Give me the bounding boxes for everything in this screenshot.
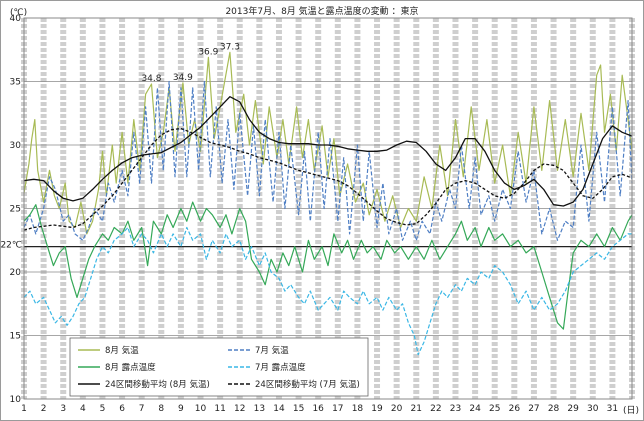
gridlines <box>24 81 632 336</box>
x-tick-label: 24 <box>469 404 481 414</box>
x-tick-label: 21 <box>411 404 422 414</box>
x-tick-label: 15 <box>293 404 304 414</box>
x-tick-label: 26 <box>509 404 521 414</box>
peak-label: 37.3 <box>220 42 240 52</box>
peak-label: 36.9 <box>198 47 218 57</box>
x-tick-label: 11 <box>214 404 225 414</box>
x-tick-label: 17 <box>332 404 343 414</box>
y-axis-unit: (℃) <box>10 8 27 18</box>
plot-border <box>23 17 633 400</box>
x-tick-label: 20 <box>391 404 403 414</box>
legend-label: 7月 気温 <box>255 345 289 356</box>
y-tick-label: 10 <box>10 395 22 405</box>
x-tick-label: 14 <box>273 404 285 414</box>
x-tick-label: 22 <box>430 404 441 414</box>
reference-line-label: 22℃ <box>0 241 22 251</box>
x-tick-label: 2 <box>41 404 47 414</box>
x-axis-unit: (日) <box>623 405 639 416</box>
x-tick-label: 30 <box>587 404 599 414</box>
series-line-5 <box>23 96 633 207</box>
peak-label: 34.8 <box>141 74 161 84</box>
legend-label: 24区間移動平均 (7月 気温) <box>255 379 360 390</box>
x-tick-label: 27 <box>528 404 539 414</box>
series-lines <box>23 51 633 356</box>
series-line-4 <box>23 226 632 356</box>
legend-label: 8月 気温 <box>105 345 139 356</box>
y-tick-label: 20 <box>10 268 22 278</box>
y-tick-label: 40 <box>10 14 22 24</box>
series-line-2 <box>23 80 633 241</box>
legend: 8月 気温 7月 気温 8月 露点温度 7月 露点温度 24区間移動平均 (8月 気温)… <box>69 337 369 397</box>
chart-title: 2013年7月、8月 気温と露点温度の変動 ：東京 <box>225 5 418 17</box>
x-tick-label: 6 <box>119 404 125 414</box>
x-tick-label: 12 <box>234 404 245 414</box>
peak-label: 34.9 <box>173 73 193 83</box>
y-tick-label: 25 <box>10 205 21 215</box>
x-tick-label: 28 <box>548 404 560 414</box>
x-tick-label: 8 <box>158 404 164 414</box>
x-tick-label: 25 <box>489 404 500 414</box>
x-tick-label: 13 <box>254 404 265 414</box>
x-tick-label: 3 <box>60 404 66 414</box>
y-tick-label: 35 <box>10 78 21 88</box>
x-tick-label: 23 <box>450 404 461 414</box>
legend-label: 24区間移動平均 (8月 気温) <box>105 379 210 390</box>
x-tick-label: 4 <box>80 404 86 414</box>
y-tick-label: 15 <box>10 332 21 342</box>
x-tick-label: 19 <box>371 404 383 414</box>
x-tick-label: 10 <box>195 404 207 414</box>
x-tick-label: 9 <box>178 404 184 414</box>
x-tick-label: 7 <box>139 404 145 414</box>
x-tick-label: 1 <box>21 404 27 414</box>
legend-label: 7月 露点温度 <box>255 362 306 373</box>
legend-box <box>69 337 369 397</box>
x-tick-label: 29 <box>567 404 579 414</box>
x-tick-label: 16 <box>312 404 324 414</box>
legend-label: 8月 露点温度 <box>105 362 156 373</box>
series-line-6 <box>23 127 633 231</box>
series-line-1 <box>23 51 633 235</box>
x-tick-label: 31 <box>607 404 618 414</box>
x-tick-label: 18 <box>352 404 364 414</box>
x-tick-label: 5 <box>100 404 106 414</box>
series-line-3 <box>23 201 633 330</box>
y-tick-label: 30 <box>10 141 22 151</box>
